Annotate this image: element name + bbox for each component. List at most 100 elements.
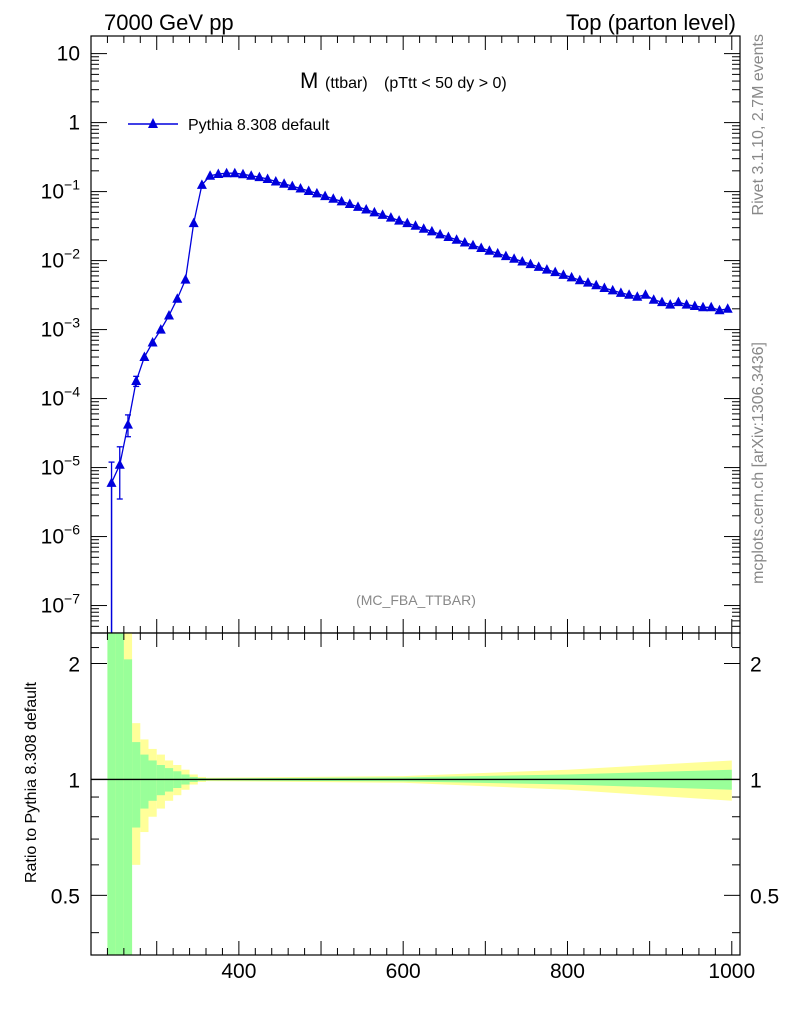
ratio-y-tick-label: 1 [68, 769, 80, 792]
data-point-marker [632, 291, 643, 301]
data-point-marker [714, 304, 725, 315]
y-tick-label: 10−4 [41, 384, 81, 411]
data-point-marker [287, 180, 298, 191]
ratio-y-tick-label-right: 1 [750, 769, 762, 792]
data-point-marker [320, 190, 331, 201]
data-point-marker [722, 303, 733, 313]
data-point-marker [476, 242, 487, 252]
ratio-band-inner [156, 765, 165, 796]
y-tick-label: 10−5 [41, 453, 81, 480]
ratio-plot-marks [91, 633, 740, 955]
data-point-marker [558, 269, 569, 279]
data-point-marker [303, 185, 314, 195]
data-point-marker [344, 198, 355, 208]
ratio-band-inner [115, 633, 124, 955]
data-point-marker [468, 239, 478, 250]
ratio-band-inner [107, 633, 116, 955]
data-point-marker [246, 170, 257, 180]
data-point-marker [311, 187, 322, 198]
plot-title-sub: (ttbar) [325, 75, 368, 92]
data-point-marker [164, 310, 174, 320]
data-point-marker [624, 289, 635, 299]
data-point-marker [574, 274, 585, 285]
legend-marker [148, 118, 158, 128]
x-tick-label: 400 [221, 960, 256, 983]
data-point-marker [484, 245, 495, 255]
legend: Pythia 8.308 default [128, 117, 330, 134]
y-tick-label: 10−2 [41, 246, 81, 273]
data-point-marker [591, 279, 602, 290]
data-point-marker [410, 220, 421, 230]
legend-label: Pythia 8.308 default [188, 117, 330, 134]
ratio-band-inner [123, 659, 133, 955]
data-point-marker [607, 284, 618, 295]
header-left: 7000 GeV pp [104, 10, 234, 35]
data-point-marker [583, 277, 593, 287]
data-point-marker [402, 217, 413, 228]
data-point-marker [640, 289, 651, 299]
data-point-marker [155, 324, 166, 334]
analysis-watermark: (MC_FBA_TTBAR) [356, 592, 476, 608]
plot-title-main: M [300, 68, 318, 93]
data-point-marker [172, 293, 183, 303]
data-point-marker [254, 171, 265, 182]
data-point-marker [229, 167, 240, 178]
data-point-marker [369, 206, 380, 217]
data-point-marker [525, 258, 536, 269]
data-point-marker [492, 247, 503, 258]
x-tick-label: 600 [386, 960, 421, 983]
data-point-marker [673, 296, 684, 307]
data-point-marker [221, 167, 232, 178]
ratio-y-tick-label: 2 [68, 653, 80, 676]
y-tick-label: 10−1 [41, 177, 81, 204]
main-plot-axes: 10 1 10−1 10−2 10−3 10−4 10−5 10−6 10−7 [41, 36, 740, 634]
data-point-marker [188, 217, 199, 228]
ratio-plot-panel: 2 2 1 1 0.5 0.5 400 600 800 1000 Ratio to Pythia … [23, 632, 779, 983]
data-point-marker [665, 299, 676, 309]
data-point-marker [599, 282, 610, 292]
ratio-plot-frame [90, 632, 741, 956]
series-line [110, 172, 728, 484]
data-point-marker [435, 228, 446, 239]
ratio-y-tick-label: 0.5 [51, 885, 80, 908]
data-point-marker [550, 266, 561, 277]
data-point-marker [131, 375, 142, 385]
data-point-marker [238, 168, 248, 179]
x-tick-label: 1000 [708, 960, 755, 983]
data-point-marker [566, 271, 577, 282]
y-tick-label: 10 [57, 43, 80, 66]
data-point-marker [681, 299, 692, 309]
ratio-band-inner [132, 742, 141, 828]
data-point-marker [114, 459, 125, 469]
side-mcplots-label: mcplots.cern.ch [arXiv:1306.3436] [750, 342, 767, 584]
data-point-marker [689, 300, 700, 310]
data-point-marker [385, 212, 396, 222]
y-tick-label: 10−7 [41, 591, 81, 618]
ratio-y-axis-label: Ratio to Pythia 8.308 default [23, 681, 40, 883]
side-rivet-label: Rivet 3.1.10, 2.7M events [750, 34, 767, 215]
data-point-marker [361, 204, 372, 214]
data-point-marker [123, 419, 133, 429]
ratio-band-inner [148, 760, 157, 801]
data-point-marker [106, 477, 117, 487]
plot-title-rest: (pTtt < 50 dy > 0) [384, 75, 507, 92]
data-point-marker [353, 201, 363, 211]
ratio-y-tick-label-right: 2 [750, 653, 762, 676]
data-point-marker [648, 294, 659, 304]
y-tick-label: 10−3 [41, 315, 81, 342]
data-point-marker [377, 209, 388, 219]
data-point-marker [541, 264, 552, 274]
data-point-marker [459, 237, 470, 247]
main-plot-marks [106, 167, 733, 633]
data-point-marker [451, 234, 462, 244]
data-point-marker [213, 168, 224, 178]
data-point-marker [533, 261, 544, 271]
ratio-band-inner [140, 754, 149, 809]
x-tick-label: 800 [550, 960, 585, 983]
data-point-marker [615, 287, 626, 297]
data-point-marker [443, 231, 454, 241]
data-point-marker [295, 183, 306, 193]
data-point-marker [262, 173, 273, 183]
data-point-marker [196, 179, 207, 189]
ratio-y-tick-label-right: 0.5 [750, 885, 779, 908]
